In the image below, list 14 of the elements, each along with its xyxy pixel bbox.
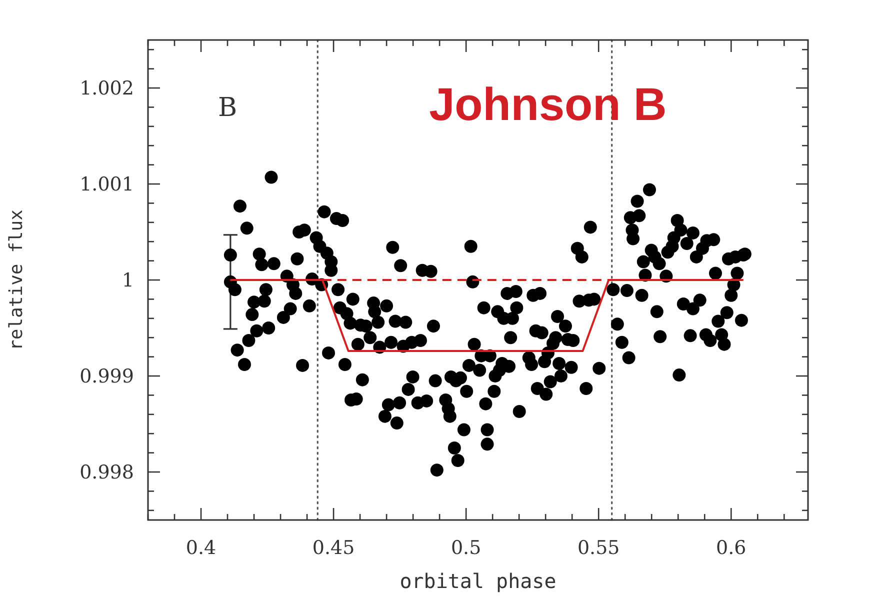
y-tick-label: 1 — [122, 270, 134, 292]
x-tick-label: 0.5 — [450, 537, 482, 559]
y-tick-label: 1.002 — [80, 78, 134, 100]
x-tick-label: 0.45 — [312, 537, 355, 559]
y-tick-label: 0.998 — [80, 462, 134, 484]
x-tick-label: 0.6 — [716, 537, 746, 559]
y-tick-label: 1.001 — [80, 174, 134, 196]
annotation: B — [218, 93, 238, 123]
x-axis-title: orbital phase — [400, 569, 556, 593]
y-tick-label: 0.999 — [80, 366, 134, 388]
y-axis-title: relative flux — [6, 209, 27, 350]
x-tick-label: 0.55 — [577, 537, 620, 559]
text: Johnson B — [429, 78, 667, 130]
x-tick-label: 0.4 — [186, 537, 216, 559]
